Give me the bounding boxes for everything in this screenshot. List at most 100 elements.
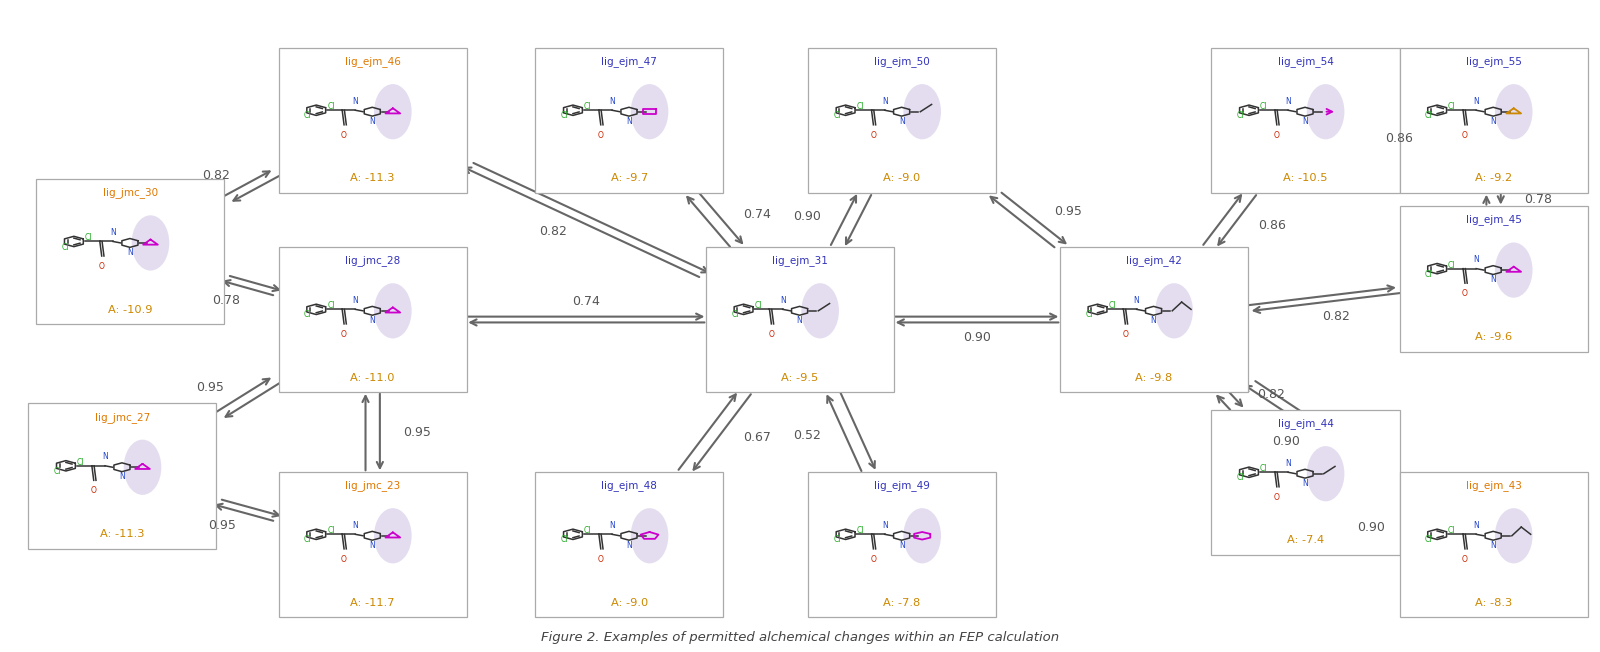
Text: Cl: Cl — [85, 233, 93, 243]
Text: A: -11.7: A: -11.7 — [350, 597, 395, 608]
FancyBboxPatch shape — [278, 247, 467, 393]
Text: lig_ejm_49: lig_ejm_49 — [874, 480, 930, 491]
Text: Cl: Cl — [584, 102, 592, 111]
Text: 0.95: 0.95 — [403, 426, 432, 439]
FancyBboxPatch shape — [278, 48, 467, 193]
Text: lig_jmc_23: lig_jmc_23 — [346, 480, 400, 491]
Text: O: O — [1122, 330, 1128, 339]
Text: O: O — [870, 130, 877, 140]
Text: 0.86: 0.86 — [1386, 132, 1413, 145]
Text: N: N — [610, 521, 614, 530]
Text: Cl: Cl — [1424, 111, 1432, 121]
Text: N: N — [1474, 256, 1478, 264]
Text: A: -11.3: A: -11.3 — [350, 173, 395, 183]
Text: N: N — [1490, 275, 1496, 284]
Ellipse shape — [1155, 283, 1194, 338]
Text: Cl: Cl — [1109, 301, 1115, 310]
Text: A: -10.5: A: -10.5 — [1283, 173, 1328, 183]
Text: N: N — [370, 541, 374, 550]
Text: 0.78: 0.78 — [213, 294, 240, 307]
FancyBboxPatch shape — [1400, 206, 1587, 351]
Ellipse shape — [1494, 508, 1533, 563]
Text: N: N — [118, 472, 125, 481]
Text: N: N — [1490, 541, 1496, 550]
FancyBboxPatch shape — [808, 472, 997, 617]
Text: 0.95: 0.95 — [197, 381, 224, 394]
Text: N: N — [779, 296, 786, 305]
Text: Cl: Cl — [77, 458, 85, 467]
Text: Cl: Cl — [1237, 473, 1245, 482]
Text: A: -7.4: A: -7.4 — [1286, 535, 1325, 546]
Text: Cl: Cl — [53, 467, 61, 476]
Text: N: N — [1285, 459, 1291, 468]
Text: A: -10.9: A: -10.9 — [109, 304, 152, 315]
Text: Cl: Cl — [560, 111, 568, 121]
Text: Cl: Cl — [560, 535, 568, 544]
Text: 0.74: 0.74 — [573, 295, 600, 308]
Text: N: N — [1474, 521, 1478, 530]
Text: Cl: Cl — [1448, 261, 1456, 270]
FancyBboxPatch shape — [1059, 247, 1248, 393]
Text: A: -9.0: A: -9.0 — [883, 173, 920, 183]
Ellipse shape — [131, 215, 170, 271]
Text: N: N — [797, 316, 803, 325]
Text: lig_ejm_50: lig_ejm_50 — [874, 56, 930, 67]
Text: Cl: Cl — [755, 301, 762, 310]
Text: 0.90: 0.90 — [1272, 435, 1299, 448]
Text: Cl: Cl — [326, 301, 334, 310]
Text: N: N — [626, 117, 632, 126]
Text: Cl: Cl — [326, 102, 334, 111]
Ellipse shape — [374, 283, 411, 338]
Ellipse shape — [630, 84, 669, 140]
Text: A: -9.6: A: -9.6 — [1475, 332, 1512, 342]
Text: N: N — [352, 97, 358, 106]
Text: O: O — [598, 130, 603, 140]
Text: 0.82: 0.82 — [202, 169, 230, 182]
Text: 0.95: 0.95 — [1054, 205, 1082, 218]
FancyBboxPatch shape — [29, 403, 216, 549]
Text: lig_ejm_55: lig_ejm_55 — [1466, 56, 1522, 67]
FancyBboxPatch shape — [1400, 48, 1587, 193]
Text: Cl: Cl — [1237, 111, 1245, 121]
Text: Cl: Cl — [1424, 535, 1432, 544]
Text: Cl: Cl — [1259, 464, 1267, 473]
Text: A: -7.8: A: -7.8 — [883, 597, 920, 608]
Text: N: N — [1302, 479, 1307, 488]
Text: A: -9.5: A: -9.5 — [781, 372, 819, 383]
Text: N: N — [899, 541, 904, 550]
Text: Cl: Cl — [1259, 102, 1267, 111]
Text: O: O — [341, 330, 347, 339]
Text: Cl: Cl — [1448, 526, 1456, 535]
Text: O: O — [99, 262, 104, 271]
Text: lig_ejm_43: lig_ejm_43 — [1466, 480, 1522, 491]
Text: Cl: Cl — [856, 102, 864, 111]
Text: 0.90: 0.90 — [1357, 521, 1386, 534]
Text: 0.86: 0.86 — [1259, 219, 1286, 232]
Text: N: N — [882, 97, 888, 106]
Ellipse shape — [123, 439, 162, 495]
Text: N: N — [352, 521, 358, 530]
Text: lig_ejm_45: lig_ejm_45 — [1466, 215, 1522, 226]
FancyBboxPatch shape — [536, 472, 723, 617]
Text: Cl: Cl — [304, 310, 312, 319]
Text: 0.78: 0.78 — [1525, 193, 1552, 206]
Text: 0.74: 0.74 — [742, 207, 771, 220]
Text: Cl: Cl — [834, 535, 840, 544]
Text: Cl: Cl — [326, 526, 334, 535]
Text: lig_jmc_28: lig_jmc_28 — [346, 255, 400, 266]
Text: Cl: Cl — [304, 111, 312, 121]
Text: N: N — [899, 117, 904, 126]
Text: N: N — [1474, 97, 1478, 106]
Text: 0.95: 0.95 — [208, 519, 237, 532]
Text: N: N — [1150, 316, 1157, 325]
Ellipse shape — [374, 84, 411, 140]
Text: lig_jmc_30: lig_jmc_30 — [102, 187, 158, 198]
Text: lig_ejm_54: lig_ejm_54 — [1277, 56, 1333, 67]
Text: Cl: Cl — [1448, 102, 1456, 111]
FancyBboxPatch shape — [1211, 48, 1400, 193]
Text: A: -9.0: A: -9.0 — [611, 597, 648, 608]
Text: lig_ejm_44: lig_ejm_44 — [1277, 418, 1333, 429]
Text: A: -11.3: A: -11.3 — [101, 529, 144, 539]
Text: N: N — [370, 316, 374, 325]
Ellipse shape — [904, 508, 941, 563]
